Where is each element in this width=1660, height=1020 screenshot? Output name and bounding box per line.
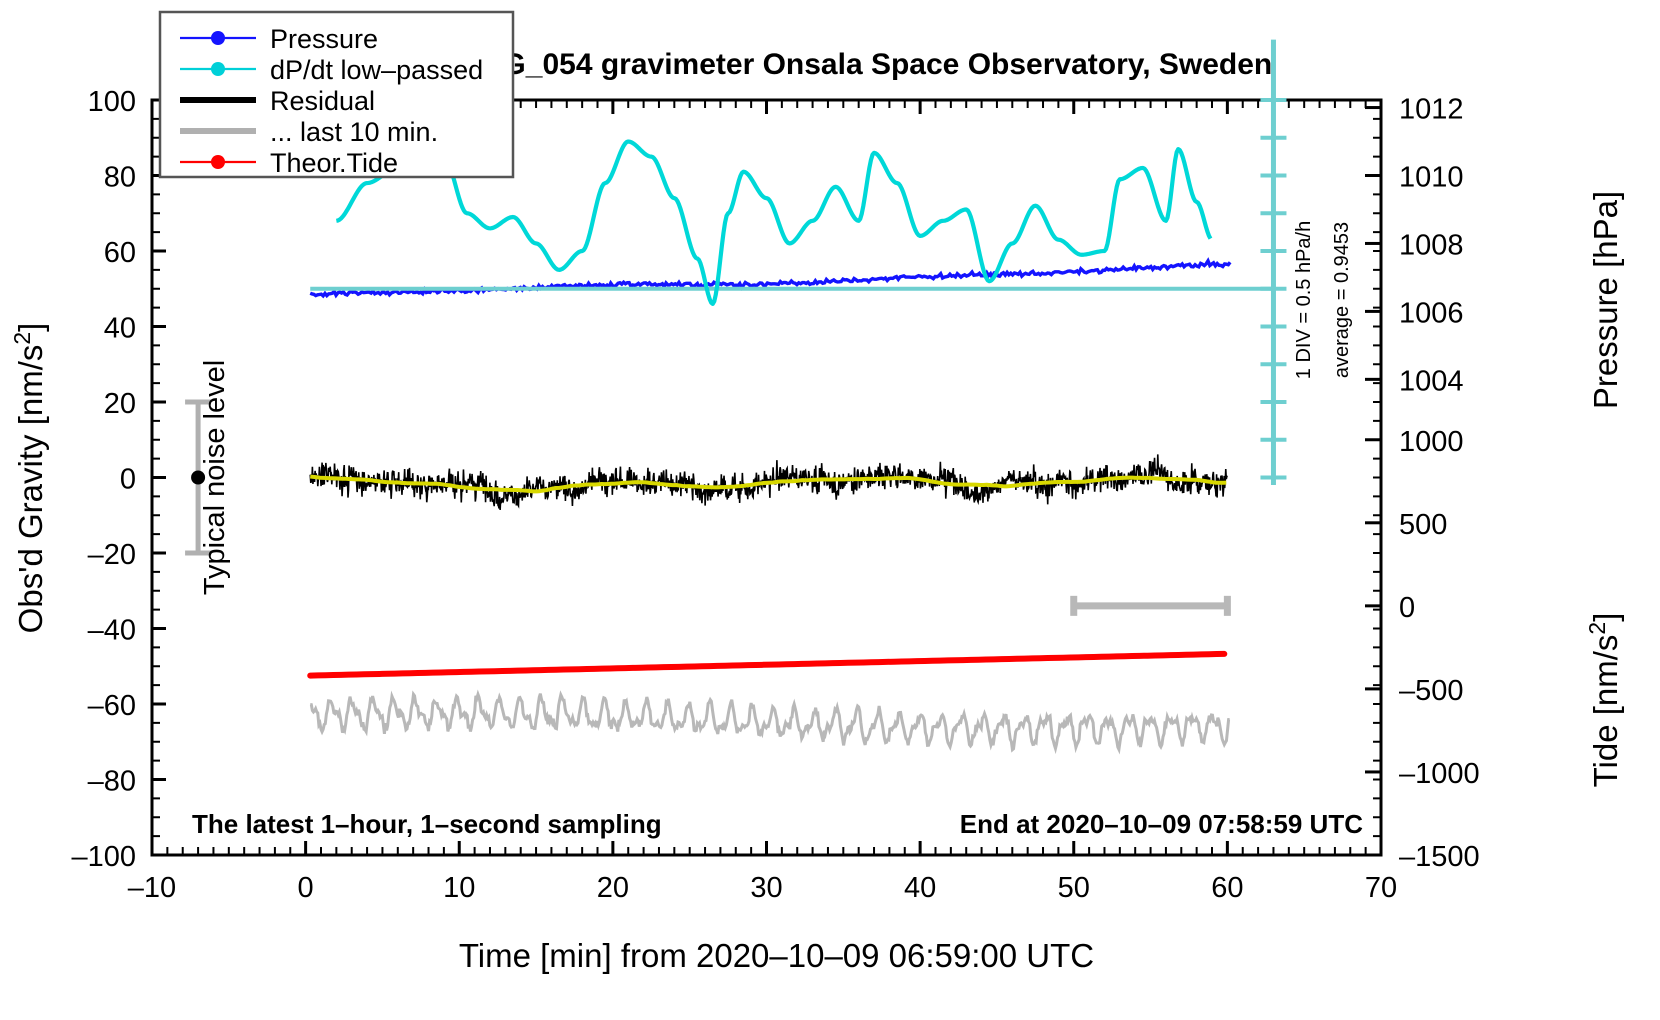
series-last-10-min [309, 689, 1231, 755]
y-tick-label-left: 0 [120, 464, 136, 496]
x-tick-label: 50 [1058, 872, 1090, 904]
y-tick-label-left: –60 [88, 690, 136, 722]
y-tick-label-left: 100 [88, 86, 136, 118]
y-tick-label-left: 60 [104, 237, 136, 269]
y-tick-label-tide: 0 [1399, 592, 1415, 624]
legend-item[interactable]: Pressure [180, 24, 378, 54]
y-tick-label-tide: 1000 [1399, 426, 1464, 458]
y-tick-label-left: 20 [104, 388, 136, 420]
y-axis-title-right-bottom-text: Tide [nm/s2] [1584, 613, 1624, 788]
x-tick-label: 40 [904, 872, 936, 904]
y-tick-label-pressure: 1004 [1399, 365, 1464, 397]
legend-item-label: Theor.Tide [270, 148, 398, 178]
y-tick-label-left: –80 [88, 766, 136, 798]
x-tick-label: –10 [128, 872, 176, 904]
x-tick-label: 0 [298, 872, 314, 904]
x-tick-label: 20 [597, 872, 629, 904]
series-residual [309, 454, 1228, 510]
x-tick-label: 30 [750, 872, 782, 904]
y-tick-label-tide: –1000 [1399, 758, 1480, 790]
annotation-bottom-left: The latest 1–hour, 1–second sampling [192, 809, 662, 839]
x-tick-label: 70 [1365, 872, 1397, 904]
series-dpdt-lowpassed [335, 139, 1213, 306]
dpdt-div-label: 1 DIV = 0.5 hPa/h [1293, 221, 1315, 379]
series-pressure [309, 257, 1232, 299]
dpdt-average-label: average = 0.9453 [1331, 222, 1353, 378]
annotation-bottom-right: End at 2020–10–09 07:58:59 UTC [960, 809, 1363, 839]
noise-level-label-text: Typical noise level [199, 360, 231, 595]
legend-item[interactable]: Residual [180, 86, 375, 116]
x-tick-label: 10 [443, 872, 475, 904]
series-theor-tide [307, 650, 1228, 679]
y-axis-title-right-bottom: Tide [nm/s2] [1584, 613, 1624, 788]
y-tick-label-left: –40 [88, 615, 136, 647]
x-axis-title: Time [min] from 2020–10–09 06:59:00 UTC [459, 937, 1094, 974]
y-tick-label-left: –100 [71, 841, 136, 873]
legend-item-label: ... last 10 min. [270, 117, 438, 147]
chart-title: SCG_054 gravimeter Onsala Space Observat… [461, 48, 1273, 81]
y-tick-label-left: –20 [88, 539, 136, 571]
y-tick-label-tide: –1500 [1399, 841, 1480, 873]
legend-item[interactable]: Theor.Tide [180, 148, 398, 178]
legend-item-label: dP/dt low–passed [270, 55, 483, 85]
y-tick-label-tide: 500 [1399, 509, 1447, 541]
series-residual-smoothed [310, 474, 1227, 494]
y-tick-label-pressure: 1012 [1399, 94, 1464, 126]
legend-item[interactable]: ... last 10 min. [180, 117, 438, 147]
noise-center-dot [191, 470, 206, 485]
legend-item-label: Residual [270, 86, 375, 116]
legend-swatch-marker [211, 62, 225, 76]
legend-swatch-marker [211, 155, 225, 169]
y-tick-label-left: 80 [104, 162, 136, 194]
dpdt-div-label-text: 1 DIV = 0.5 hPa/h [1293, 221, 1315, 379]
dpdt-average-label-text: average = 0.9453 [1331, 222, 1353, 378]
y-axis-title-right-top: Pressure [hPa] [1587, 191, 1624, 409]
y-tick-label-tide: –500 [1399, 675, 1464, 707]
y-tick-label-pressure: 1008 [1399, 229, 1464, 261]
y-axis-title-left-text: Obs'd Gravity [nm/s2] [9, 323, 49, 634]
y-tick-label-pressure: 1010 [1399, 162, 1464, 194]
y-axis-title-left: Obs'd Gravity [nm/s2] [9, 323, 49, 634]
legend-item[interactable]: dP/dt low–passed [180, 55, 483, 85]
x-tick-label: 60 [1211, 872, 1243, 904]
y-tick-label-pressure: 1006 [1399, 297, 1464, 329]
noise-level-label: Typical noise level [199, 360, 231, 595]
y-tick-label-left: 40 [104, 313, 136, 345]
legend-item-label: Pressure [270, 24, 378, 54]
legend-swatch-marker [211, 31, 225, 45]
y-axis-title-right-top-text: Pressure [hPa] [1587, 191, 1624, 409]
